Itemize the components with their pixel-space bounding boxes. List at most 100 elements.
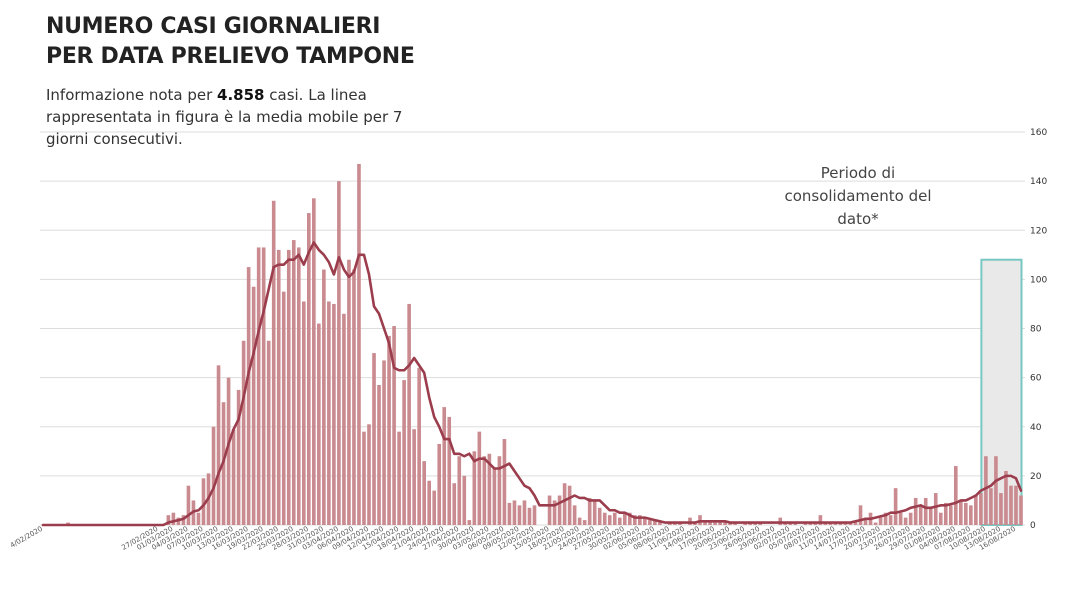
daily-case-bar xyxy=(437,443,442,525)
daily-case-bar xyxy=(658,522,662,525)
moving-average-line xyxy=(41,241,1023,527)
daily-case-bar xyxy=(517,505,522,525)
daily-case-bar xyxy=(552,500,557,525)
daily-case-bar xyxy=(412,429,416,525)
daily-case-bar xyxy=(527,507,532,525)
y-tick-label: 60 xyxy=(1030,374,1042,384)
daily-case-bar xyxy=(948,505,953,525)
consolidation-period xyxy=(980,258,1023,526)
daily-case-bar xyxy=(276,249,281,525)
daily-case-bar xyxy=(994,456,998,525)
daily-case-bar xyxy=(908,512,913,525)
daily-case-bar xyxy=(567,485,572,525)
daily-case-bar xyxy=(261,247,266,525)
daily-case-bar xyxy=(241,340,246,525)
daily-case-bar xyxy=(532,505,537,525)
daily-case-bar xyxy=(903,517,908,525)
daily-case-bar xyxy=(898,512,903,525)
daily-case-bar xyxy=(918,505,923,525)
daily-case-bar xyxy=(281,291,286,525)
daily-case-bar xyxy=(472,451,477,525)
daily-case-bar xyxy=(1014,485,1018,525)
daily-case-bar xyxy=(512,500,517,525)
daily-case-bar xyxy=(522,500,527,525)
daily-case-bar xyxy=(266,340,271,525)
daily-case-bar xyxy=(201,478,206,525)
title-line-1: NUMERO CASI GIORNALIERI xyxy=(46,14,381,39)
daily-case-bar xyxy=(231,429,236,525)
daily-case-bar xyxy=(989,488,993,525)
daily-case-bar xyxy=(332,303,336,525)
chart-subtitle: Informazione nota per 4.858 casi. La lin… xyxy=(46,84,426,150)
daily-case-bar xyxy=(342,313,346,525)
daily-case-bar xyxy=(322,269,326,525)
consolidation-note: Periodo di consolidamento del dato* xyxy=(784,164,932,228)
daily-case-bar xyxy=(337,181,341,525)
daily-case-bar xyxy=(1019,495,1023,525)
daily-case-bar xyxy=(723,522,727,525)
daily-case-bar xyxy=(442,407,447,525)
y-tick-label: 160 xyxy=(1030,128,1047,138)
daily-case-bar xyxy=(236,389,241,525)
daily-case-bar xyxy=(883,512,888,525)
y-tick-label: 20 xyxy=(1030,472,1042,482)
chart-title: NUMERO CASI GIORNALIERI PER DATA PRELIEV… xyxy=(46,12,415,72)
daily-case-bar xyxy=(547,495,552,525)
daily-case-bar xyxy=(562,483,567,525)
moving-average-line-group xyxy=(41,241,1023,527)
daily-case-bar xyxy=(307,213,311,525)
daily-case-bar xyxy=(502,439,507,525)
y-tick-label: 120 xyxy=(1030,226,1047,236)
daily-case-bar xyxy=(984,456,988,525)
daily-case-bar xyxy=(372,353,376,525)
daily-case-bar xyxy=(653,520,657,525)
daily-case-bar xyxy=(627,512,632,525)
daily-case-bar xyxy=(923,497,928,525)
y-tick-label: 80 xyxy=(1030,325,1042,335)
y-tick-label: 0 xyxy=(1030,521,1036,531)
daily-case-bar xyxy=(643,517,647,525)
daily-case-bar xyxy=(1004,470,1008,525)
daily-case-bar xyxy=(417,367,421,525)
daily-case-bar xyxy=(312,198,316,525)
daily-case-bar xyxy=(893,488,898,525)
daily-case-bar xyxy=(186,485,191,525)
x-axis-labels: 4/02/2020 27/02/202001/03/202004/03/20200… xyxy=(9,525,1017,552)
daily-case-bar xyxy=(347,259,351,525)
daily-case-bar xyxy=(367,424,371,525)
daily-cases-bars xyxy=(66,163,1023,525)
x-tick-label: 4/02/2020 xyxy=(9,525,44,550)
daily-case-bar xyxy=(467,520,472,525)
daily-case-bar xyxy=(648,520,652,525)
daily-case-bar xyxy=(462,475,467,525)
daily-case-bar xyxy=(377,384,381,525)
consolidation-period-box xyxy=(980,258,1023,526)
daily-case-bar xyxy=(171,512,176,525)
daily-case-bar xyxy=(612,512,617,525)
daily-case-bar xyxy=(713,522,717,525)
daily-case-bar xyxy=(382,360,386,525)
daily-case-bar xyxy=(497,456,502,525)
daily-case-bar xyxy=(432,490,437,525)
daily-case-bar xyxy=(974,495,978,525)
daily-case-bar xyxy=(246,267,251,525)
daily-case-bar xyxy=(602,512,607,525)
daily-case-bar xyxy=(407,303,411,525)
daily-case-bar xyxy=(969,505,973,525)
daily-case-bar xyxy=(296,247,301,525)
daily-case-bar xyxy=(196,512,201,525)
daily-case-bar xyxy=(317,323,321,525)
daily-case-bar xyxy=(818,515,823,525)
y-tick-label: 40 xyxy=(1030,423,1042,433)
y-tick-label: 140 xyxy=(1030,177,1047,187)
y-tick-label: 100 xyxy=(1030,275,1047,285)
daily-case-bar xyxy=(251,286,256,525)
daily-case-bar xyxy=(913,497,918,525)
daily-case-bar xyxy=(943,502,948,525)
daily-case-bar xyxy=(166,515,171,525)
known-cases-count: 4.858 xyxy=(217,86,265,104)
daily-case-bar xyxy=(492,468,497,525)
daily-case-bar xyxy=(422,461,426,525)
daily-case-bar xyxy=(863,517,868,525)
